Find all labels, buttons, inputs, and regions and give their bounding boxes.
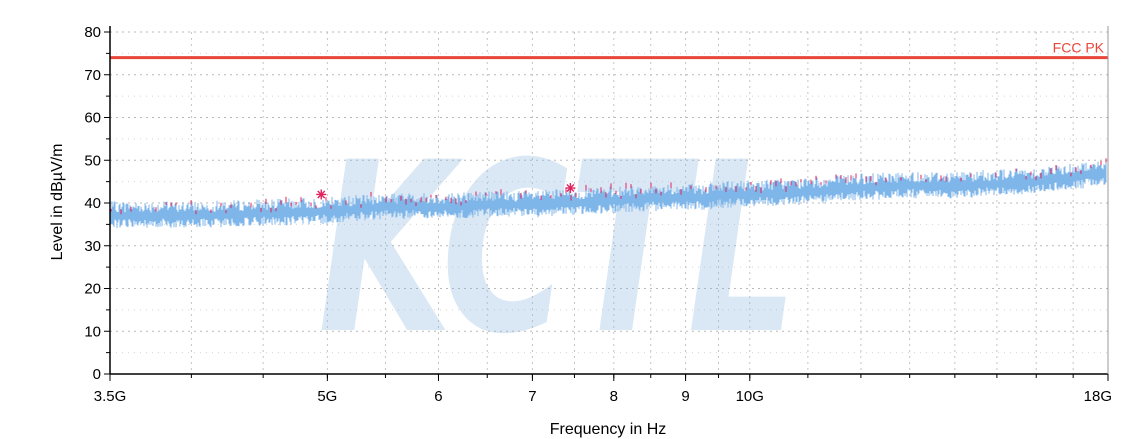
y-axis-title: Level in dBµV/m bbox=[49, 144, 66, 261]
peak-markers bbox=[316, 183, 576, 200]
peak-marker-stroke bbox=[317, 190, 326, 199]
trace-noise bbox=[110, 159, 1107, 229]
x-tick-label: 9 bbox=[681, 388, 689, 405]
peak-marker bbox=[316, 189, 327, 200]
y-tick-label: 80 bbox=[84, 24, 101, 41]
x-tick-label: 3.5G bbox=[94, 388, 127, 405]
y-tick-label: 40 bbox=[84, 195, 101, 212]
x-tick-label: 8 bbox=[610, 388, 618, 405]
limit-line-label: FCC PK bbox=[1053, 40, 1105, 56]
y-tick-label: 0 bbox=[93, 366, 101, 383]
x-tick-label: 10G bbox=[736, 388, 764, 405]
peak-marker bbox=[565, 183, 576, 194]
measurement-trace bbox=[110, 158, 1107, 229]
watermark-logo: KCTL bbox=[318, 113, 798, 386]
y-tick-label: 70 bbox=[84, 67, 101, 84]
limit-line-group: FCC PK bbox=[110, 40, 1108, 60]
y-tick-label: 20 bbox=[84, 281, 101, 298]
axes-frame bbox=[109, 26, 1109, 375]
y-tick-label: 60 bbox=[84, 110, 101, 127]
peak-marker-stroke bbox=[566, 184, 575, 193]
y-tick-label: 50 bbox=[84, 152, 101, 169]
x-axis-ticks: 3.5G 5G 6 7 8 9 10G 18G bbox=[94, 374, 1112, 405]
x-axis-title: Frequency in Hz bbox=[550, 421, 667, 438]
x-tick-label: 18G bbox=[1084, 388, 1112, 405]
x-tick-label: 5G bbox=[317, 388, 337, 405]
y-axis-ticks: 0 10 20 30 40 50 60 70 80 bbox=[84, 24, 110, 383]
y-tick-label: 30 bbox=[84, 238, 101, 255]
trace-peaks bbox=[110, 158, 1107, 215]
x-tick-label: 6 bbox=[434, 388, 442, 405]
y-tick-label: 10 bbox=[84, 323, 101, 340]
x-tick-label: 7 bbox=[528, 388, 536, 405]
